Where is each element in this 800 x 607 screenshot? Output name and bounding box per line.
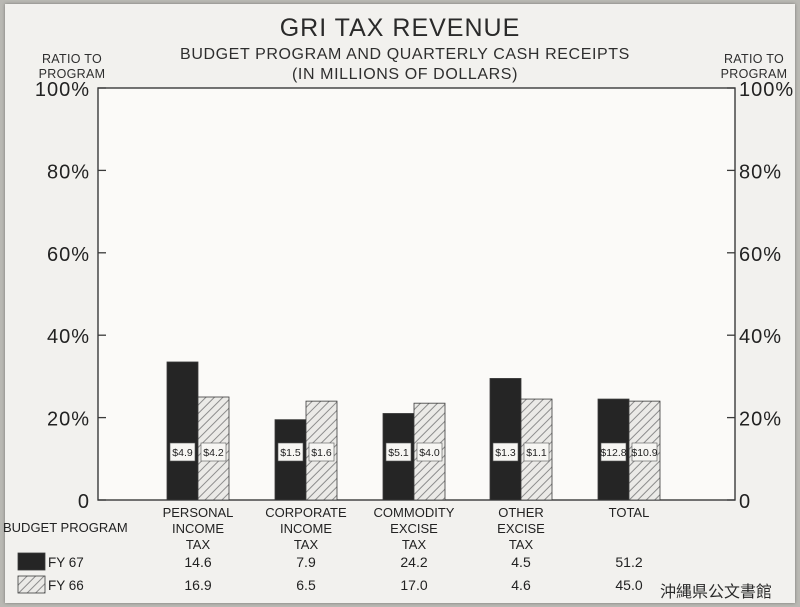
bar-value-box [631,442,658,462]
bar-value-label: $1.1 [526,447,547,459]
bar-value-box [169,442,196,462]
table-cell: 14.6 [184,554,211,570]
table-cell: 4.6 [511,577,531,593]
chart-title: GRI TAX REVENUE [279,14,521,42]
table-cell: 45.0 [615,577,642,593]
bar-fy67-3 [489,378,522,501]
bar-value-box [385,442,412,462]
table-cell: 7.9 [296,554,316,570]
bar-value-box [416,442,443,462]
left-tick-label: 60% [47,244,90,266]
right-tick-label: 20% [739,409,782,431]
archive-stamp: 沖縄県公文書館 [659,582,772,601]
category-label: CORPORATE INCOME TAX [265,505,347,552]
bar-value-label: $1.5 [280,447,301,459]
bar-value-box [200,442,227,462]
left-tick-label: 100% [35,79,90,101]
table-row-header: BUDGET PROGRAM [3,520,128,535]
category-label: PERSONAL INCOME TAX [163,505,234,552]
legend-label: FY 67 [48,555,84,570]
left-tick-label: 80% [47,161,90,183]
table-cell: 51.2 [615,554,642,570]
right-tick-label: 80% [739,161,782,183]
left-axis-title: RATIO TO PROGRAM [38,52,106,81]
chart-subtitle: BUDGET PROGRAM AND QUARTERLY CASH RECEIP… [180,46,630,63]
category-labels: PERSONAL INCOME TAX CORPORATE INCOME TAX COMMO… [163,505,650,552]
right-tick-label: 100% [739,79,794,101]
bar-value-box [308,442,335,462]
category-label: OTHER EXCISE TAX [497,505,545,552]
chart-subtitle-units: (IN MILLIONS OF DOLLARS) [292,66,518,83]
table-cell: 24.2 [400,554,427,570]
table-cell: 16.9 [184,577,211,593]
left-tick-label: 40% [47,326,90,348]
bar-value-box [523,442,550,462]
left-tick-label: 0 [78,491,90,513]
legend-swatch-solid [17,552,46,571]
bar-value-label: $12.8 [600,447,626,459]
bar-value-label: $5.1 [388,447,409,459]
right-tick-label: 60% [739,244,782,266]
right-tick-label: 40% [739,326,782,348]
legend-label: FY 66 [48,578,84,593]
legend-swatch-hatched [17,575,46,594]
table-cell: 17.0 [400,577,427,593]
category-label: COMMODITY EXCISE TAX [374,505,455,552]
bar-value-box [277,442,304,462]
chart-bars: $4.9 $1.5 $5.1 $1.3 $12.8 $4.2 $1.6 $4.0 $1.1 $10… [166,361,661,501]
table-cell: 6.5 [296,577,316,593]
bar-value-label: $4.0 [419,447,440,459]
budget-program-table: BUDGET PROGRAM FY 67 14.6 7.9 24.2 4.5 51.2 FY … [3,520,643,594]
bar-value-label: $1.3 [495,447,516,459]
bar-fy67-0 [166,361,199,501]
bar-value-label: $1.6 [311,447,332,459]
table-cell: 4.5 [511,554,531,570]
right-tick-label: 0 [739,491,751,513]
right-axis-title: RATIO TO PROGRAM [720,52,788,81]
bar-value-box [600,442,627,462]
category-label: TOTAL [609,505,650,520]
bar-value-label: $4.2 [203,447,224,459]
left-tick-label: 20% [47,409,90,431]
bar-value-label: $10.9 [631,447,657,459]
bar-value-label: $4.9 [172,447,193,459]
bar-value-box [492,442,519,462]
